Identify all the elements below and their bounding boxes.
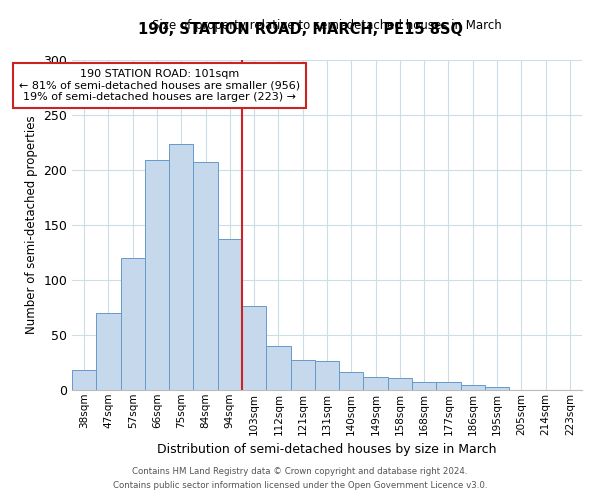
Bar	[339, 372, 364, 390]
Bar	[388, 378, 412, 390]
Bar	[145, 160, 169, 390]
Bar	[96, 313, 121, 390]
Bar	[290, 360, 315, 390]
Bar	[72, 370, 96, 390]
X-axis label: Distribution of semi-detached houses by size in March: Distribution of semi-detached houses by …	[157, 443, 497, 456]
Bar	[218, 240, 242, 390]
Bar	[436, 382, 461, 390]
Bar	[121, 258, 145, 390]
Bar	[412, 382, 436, 390]
Text: 190, STATION ROAD, MARCH, PE15 8SQ: 190, STATION ROAD, MARCH, PE15 8SQ	[137, 22, 463, 38]
Bar	[485, 386, 509, 390]
Bar	[315, 362, 339, 390]
Y-axis label: Number of semi-detached properties: Number of semi-detached properties	[25, 116, 38, 334]
Bar	[169, 144, 193, 390]
Bar	[193, 162, 218, 390]
Text: Contains HM Land Registry data © Crown copyright and database right 2024.: Contains HM Land Registry data © Crown c…	[132, 467, 468, 476]
Text: Contains public sector information licensed under the Open Government Licence v3: Contains public sector information licen…	[113, 481, 487, 490]
Bar	[242, 306, 266, 390]
Bar	[266, 346, 290, 390]
Title: Size of property relative to semi-detached houses in March: Size of property relative to semi-detach…	[152, 20, 502, 32]
Bar	[364, 377, 388, 390]
Text: 190 STATION ROAD: 101sqm
← 81% of semi-detached houses are smaller (956)
19% of : 190 STATION ROAD: 101sqm ← 81% of semi-d…	[19, 69, 300, 102]
Bar	[461, 384, 485, 390]
